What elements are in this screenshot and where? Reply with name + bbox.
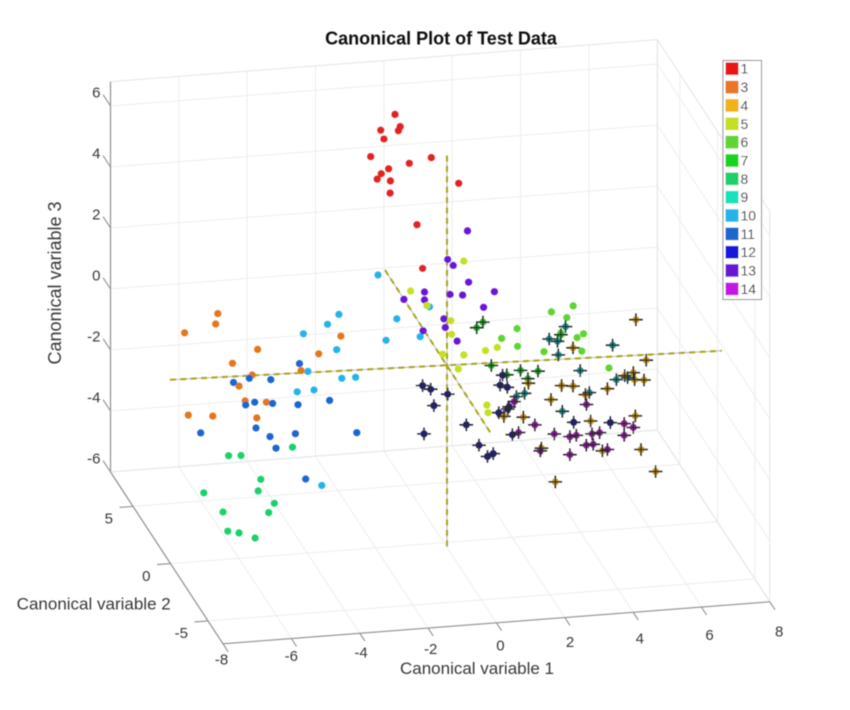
svg-text:-5: -5 — [175, 625, 188, 642]
svg-text:10: 10 — [741, 208, 757, 224]
svg-text:8: 8 — [775, 624, 783, 641]
svg-text:4: 4 — [636, 630, 644, 647]
svg-text:-4: -4 — [87, 389, 100, 406]
svg-text:Canonical variable 2: Canonical variable 2 — [17, 595, 171, 614]
svg-text:12: 12 — [741, 244, 757, 260]
svg-text:4: 4 — [741, 97, 749, 113]
svg-text:-6: -6 — [87, 450, 100, 467]
svg-text:7: 7 — [741, 153, 749, 169]
svg-text:11: 11 — [741, 226, 756, 242]
svg-text:Canonical Plot of Test Data: Canonical Plot of Test Data — [325, 29, 558, 49]
svg-text:0: 0 — [496, 637, 504, 654]
svg-text:2: 2 — [92, 206, 100, 223]
svg-text:5: 5 — [741, 116, 749, 132]
svg-text:-8: -8 — [215, 651, 228, 668]
svg-text:13: 13 — [741, 263, 757, 279]
svg-text:-6: -6 — [285, 648, 298, 665]
svg-text:8: 8 — [741, 171, 749, 187]
svg-text:0: 0 — [142, 568, 150, 585]
svg-text:2: 2 — [566, 634, 574, 651]
svg-text:5: 5 — [105, 511, 113, 528]
svg-text:6: 6 — [741, 134, 749, 150]
svg-text:9: 9 — [741, 189, 749, 205]
svg-text:6: 6 — [92, 84, 100, 101]
svg-text:-2: -2 — [424, 641, 437, 658]
svg-text:14: 14 — [741, 281, 757, 297]
svg-text:Canonical variable 3: Canonical variable 3 — [45, 201, 65, 364]
svg-text:3: 3 — [741, 79, 749, 95]
svg-text:1: 1 — [741, 61, 749, 77]
svg-text:6: 6 — [705, 627, 713, 644]
svg-text:4: 4 — [92, 145, 100, 162]
svg-text:Canonical variable 1: Canonical variable 1 — [400, 659, 554, 678]
svg-text:-2: -2 — [87, 328, 100, 345]
svg-text:-4: -4 — [354, 644, 367, 661]
svg-text:0: 0 — [92, 267, 100, 284]
